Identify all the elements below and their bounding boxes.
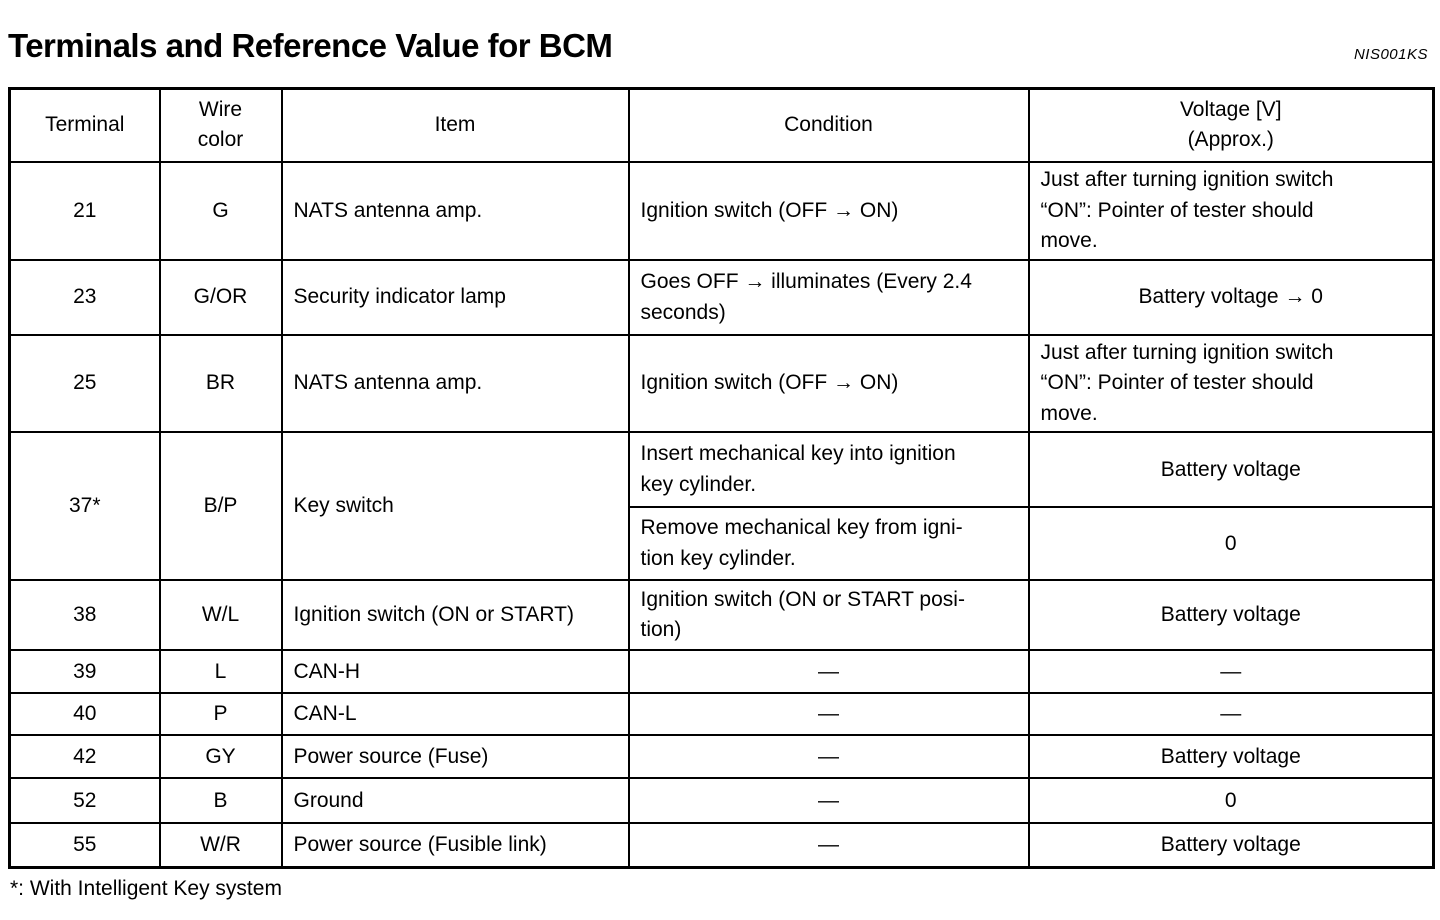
item-cell: Key switch bbox=[280, 431, 630, 582]
item-cell: NATS antenna amp. bbox=[280, 161, 630, 262]
condition-cell: — bbox=[627, 822, 1030, 869]
table-row-25: 25 BR NATS antenna amp. Ignition switch … bbox=[8, 334, 1435, 434]
item-cell: CAN-L bbox=[280, 692, 630, 737]
table-row-39: 39 L CAN-H — — bbox=[8, 649, 1435, 695]
table-row-37-remove: Remove mechanical key from igni- tion ke… bbox=[10, 506, 1435, 582]
wire-color-cell: G bbox=[158, 161, 283, 262]
table-row-52: 52 B Ground — 0 bbox=[8, 777, 1435, 825]
wire-color-cell: W/R bbox=[158, 822, 283, 869]
terminal-cell: 37* bbox=[8, 431, 161, 582]
col-header-voltage: Voltage [V] (Approx.) bbox=[1027, 87, 1435, 164]
voltage-cell: Battery voltage bbox=[1027, 822, 1435, 869]
wire-color-cell: B/P bbox=[158, 431, 283, 582]
terminal-cell: 52 bbox=[8, 777, 161, 825]
item-cell: Power source (Fusible link) bbox=[280, 822, 630, 869]
item-cell: Security indicator lamp bbox=[280, 259, 630, 337]
condition-cell: Ignition switch (ON or START posi- tion) bbox=[627, 579, 1030, 652]
condition-cell: Insert mechanical key into ignition key … bbox=[627, 431, 1030, 509]
wire-color-cell: P bbox=[158, 692, 283, 737]
item-cell: NATS antenna amp. bbox=[280, 334, 630, 434]
wire-color-cell: BR bbox=[158, 334, 283, 434]
condition-cell: Goes OFF → illuminates (Every 2.4 second… bbox=[627, 259, 1030, 337]
item-cell: Power source (Fuse) bbox=[280, 734, 630, 780]
voltage-cell: Battery voltage bbox=[1027, 431, 1435, 509]
terminal-cell: 25 bbox=[8, 334, 161, 434]
condition-cell: — bbox=[627, 692, 1030, 737]
terminal-cell: 39 bbox=[8, 649, 161, 695]
wire-color-cell: L bbox=[158, 649, 283, 695]
wire-color-cell: G/OR bbox=[158, 259, 283, 337]
item-cell: Ground bbox=[280, 777, 630, 825]
table-row-38: 38 W/L Ignition switch (ON or START) Ign… bbox=[8, 579, 1435, 652]
voltage-cell: — bbox=[1027, 649, 1435, 695]
wire-color-cell: B bbox=[158, 777, 283, 825]
terminal-cell: 23 bbox=[8, 259, 161, 337]
condition-cell: — bbox=[627, 734, 1030, 780]
table-row-42: 42 GY Power source (Fuse) — Battery volt… bbox=[8, 734, 1435, 780]
table-row-55: 55 W/R Power source (Fusible link) — Bat… bbox=[8, 822, 1435, 869]
figure-code: NIS001KS bbox=[1353, 46, 1428, 64]
footnote: *: With Intelligent Key system bbox=[10, 876, 282, 900]
voltage-cell: 0 bbox=[1027, 506, 1435, 582]
col-header-terminal: Terminal bbox=[8, 87, 161, 164]
header-row: Terminal Wire color Item Condition Volta… bbox=[8, 87, 1435, 164]
wire-color-cell: GY bbox=[158, 734, 283, 780]
voltage-cell: Just after turning ignition switch “ON”:… bbox=[1027, 334, 1435, 434]
col-header-wire-color: Wire color bbox=[158, 87, 283, 164]
col-header-item: Item bbox=[280, 87, 630, 164]
voltage-cell: Battery voltage bbox=[1027, 579, 1435, 652]
condition-cell: Ignition switch (OFF → ON) bbox=[627, 161, 1030, 262]
terminal-cell: 38 bbox=[8, 579, 161, 652]
item-cell: Ignition switch (ON or START) bbox=[280, 579, 630, 652]
condition-cell: — bbox=[627, 649, 1030, 695]
voltage-cell: Battery voltage → 0 bbox=[1027, 259, 1435, 337]
voltage-cell: 0 bbox=[1027, 777, 1435, 825]
terminal-cell: 55 bbox=[8, 822, 161, 869]
page-title: Terminals and Reference Value for BCM bbox=[8, 27, 613, 65]
terminals-table: Terminal Wire color Item Condition Volta… bbox=[8, 86, 1435, 869]
terminal-cell: 42 bbox=[8, 734, 161, 780]
table-row-21: 21 G NATS antenna amp. Ignition switch (… bbox=[8, 161, 1435, 262]
condition-cell: — bbox=[627, 777, 1030, 825]
table-row-23: 23 G/OR Security indicator lamp Goes OFF… bbox=[8, 259, 1435, 337]
condition-cell: Ignition switch (OFF → ON) bbox=[627, 334, 1030, 434]
table-row-37-insert: 37* B/P Key switch Insert mechanical key… bbox=[8, 431, 1435, 582]
terminal-cell: 21 bbox=[8, 161, 161, 262]
terminal-cell: 40 bbox=[8, 692, 161, 737]
item-cell: CAN-H bbox=[280, 649, 630, 695]
condition-cell: Remove mechanical key from igni- tion ke… bbox=[627, 506, 1030, 582]
voltage-cell: — bbox=[1027, 692, 1435, 737]
voltage-cell: Just after turning ignition switch “ON”:… bbox=[1027, 161, 1435, 262]
table-row-40: 40 P CAN-L — — bbox=[8, 692, 1435, 737]
voltage-cell: Battery voltage bbox=[1027, 734, 1435, 780]
col-header-condition: Condition bbox=[627, 87, 1030, 164]
wire-color-cell: W/L bbox=[158, 579, 283, 652]
